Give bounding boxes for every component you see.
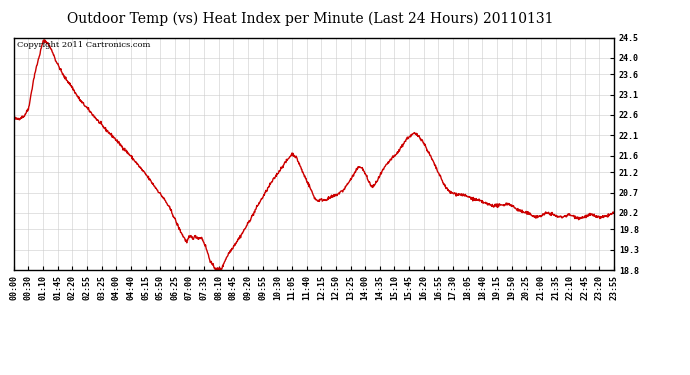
Text: Outdoor Temp (vs) Heat Index per Minute (Last 24 Hours) 20110131: Outdoor Temp (vs) Heat Index per Minute … <box>67 11 554 26</box>
Text: Copyright 2011 Cartronics.com: Copyright 2011 Cartronics.com <box>17 41 150 49</box>
